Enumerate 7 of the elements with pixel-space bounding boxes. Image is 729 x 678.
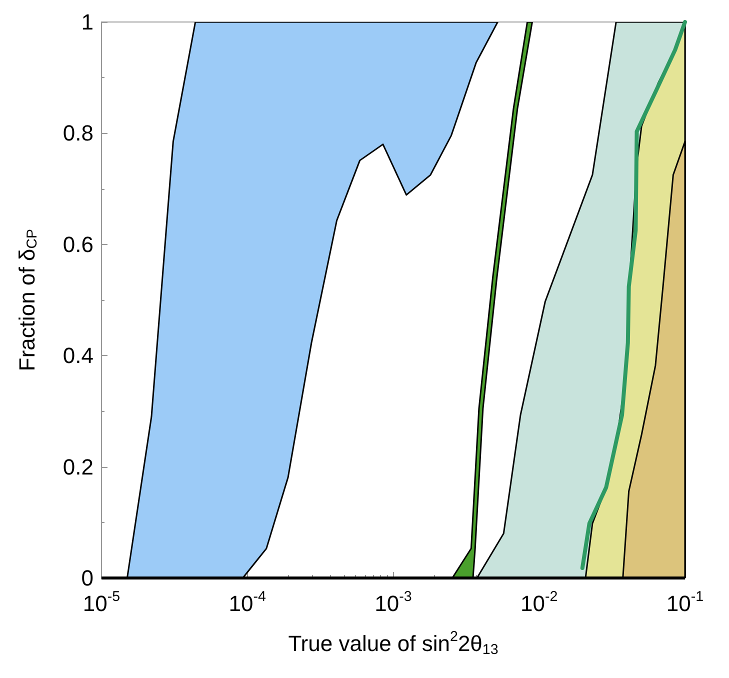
y-tick-label: 0.8 [62, 120, 94, 146]
y-tick-label: 0.6 [62, 232, 94, 257]
y-tick-label: 0.4 [62, 343, 94, 368]
y-tick-label: 0.2 [62, 454, 94, 480]
y-axis-title: Fraction of δCP [14, 228, 40, 372]
y-tick-label: 0 [81, 566, 94, 590]
y-tick-label: 1 [81, 10, 94, 34]
